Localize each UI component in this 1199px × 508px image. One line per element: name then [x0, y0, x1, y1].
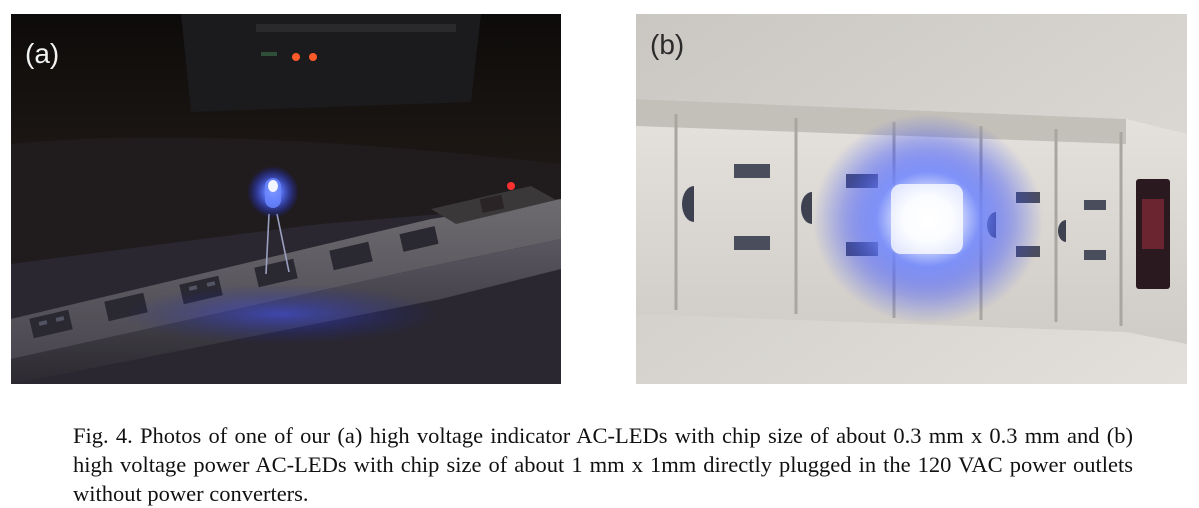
panel-a-label: (a): [25, 38, 60, 69]
photo-panel-b: (b): [636, 14, 1187, 384]
figure-caption: Fig. 4. Photos of one of our (a) high vo…: [73, 422, 1133, 506]
photo-power-led: [636, 14, 1187, 384]
panel-b-label: (b): [650, 29, 685, 60]
photo-panel-a: (a): [11, 14, 561, 384]
photo-indicator-led: [11, 14, 561, 384]
